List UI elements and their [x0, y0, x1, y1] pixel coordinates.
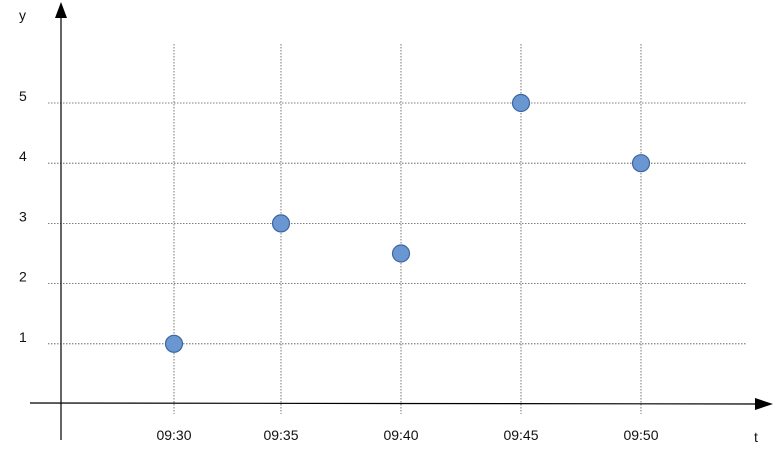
y-tick-label: 3	[19, 208, 27, 224]
x-axis-line	[29, 402, 761, 405]
x-tick-label: 09:35	[263, 427, 298, 443]
grid-lines	[48, 44, 746, 414]
data-point	[164, 334, 184, 353]
x-axis-title: t	[754, 429, 758, 445]
y-axis-arrowhead	[55, 2, 67, 18]
data-point	[511, 93, 531, 113]
y-tick-label: 2	[19, 269, 27, 285]
x-tick-label: 09:40	[383, 427, 418, 443]
data-points	[164, 93, 651, 353]
x-tick-labels: 09:30 09:35 09:40 09:45 09:50	[156, 427, 658, 443]
y-tick-label: 1	[19, 329, 27, 345]
y-tick-label: 4	[19, 148, 27, 164]
data-point	[271, 214, 291, 233]
data-point	[631, 154, 651, 173]
y-axis-title: y	[19, 7, 26, 23]
x-tick-label: 09:50	[623, 427, 658, 443]
y-tick-label: 5	[19, 88, 27, 104]
x-axis-arrowhead	[755, 398, 773, 410]
axes	[29, 2, 773, 440]
y-tick-labels: 1 2 3 4 5	[19, 88, 27, 345]
data-point	[391, 244, 411, 263]
x-tick-label: 09:45	[503, 427, 538, 443]
x-tick-label: 09:30	[156, 427, 191, 443]
